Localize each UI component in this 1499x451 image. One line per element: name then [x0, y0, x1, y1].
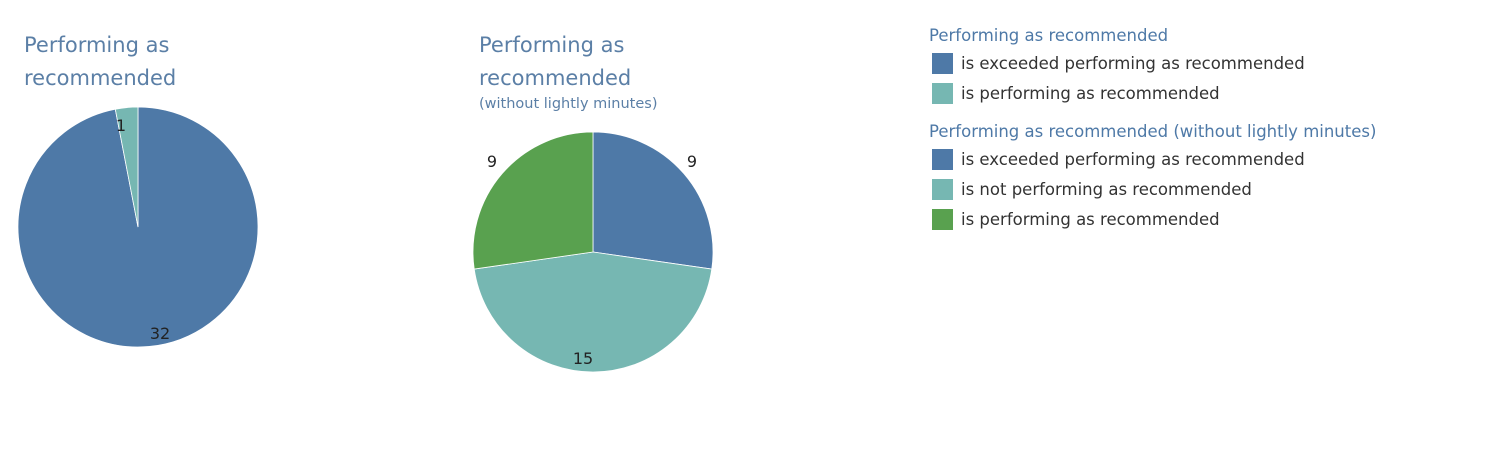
- legend-label: is performing as recommended: [961, 209, 1220, 229]
- legend-swatch: [932, 178, 953, 200]
- legend: Performing as recommended is exceeded pe…: [929, 24, 1469, 246]
- legend-swatch: [932, 52, 953, 74]
- legend-swatch: [932, 82, 953, 104]
- pie-slice[interactable]: [114, 106, 139, 228]
- legend-item[interactable]: is performing as recommended: [929, 78, 1469, 108]
- legend-group-title: Performing as recommended (without light…: [929, 122, 1377, 141]
- legend-label: is exceeded performing as recommended: [961, 149, 1305, 169]
- pie-slice[interactable]: [472, 131, 594, 270]
- legend-group-title: Performing as recommended: [929, 26, 1169, 45]
- legend-item[interactable]: is performing as recommended: [929, 204, 1469, 234]
- chart1-title: Performing as recommended: [24, 33, 177, 90]
- legend-item[interactable]: is exceeded performing as recommended: [929, 144, 1469, 174]
- slice-value-label: 9: [687, 152, 697, 171]
- chart2-title: Performing as recommended: [479, 33, 632, 90]
- slice-value-label: 1: [116, 116, 126, 135]
- pie-slice[interactable]: [592, 131, 714, 270]
- legend-label: is not performing as recommended: [961, 179, 1252, 199]
- legend-swatch: [932, 208, 953, 230]
- chart2-subtitle: (without lightly minutes): [479, 96, 658, 112]
- legend-label: is exceeded performing as recommended: [961, 53, 1305, 73]
- legend-swatch: [932, 148, 953, 170]
- slice-value-label: 15: [573, 349, 593, 368]
- legend-group-2: Performing as recommended (without light…: [929, 120, 1469, 234]
- legend-label: is performing as recommended: [961, 83, 1220, 103]
- legend-group-1: Performing as recommended is exceeded pe…: [929, 24, 1469, 108]
- legend-item[interactable]: is not performing as recommended: [929, 174, 1469, 204]
- slice-value-label: 32: [150, 324, 170, 343]
- slice-value-label: 9: [487, 152, 497, 171]
- pie-slice[interactable]: [473, 251, 713, 373]
- legend-item[interactable]: is exceeded performing as recommended: [929, 48, 1469, 78]
